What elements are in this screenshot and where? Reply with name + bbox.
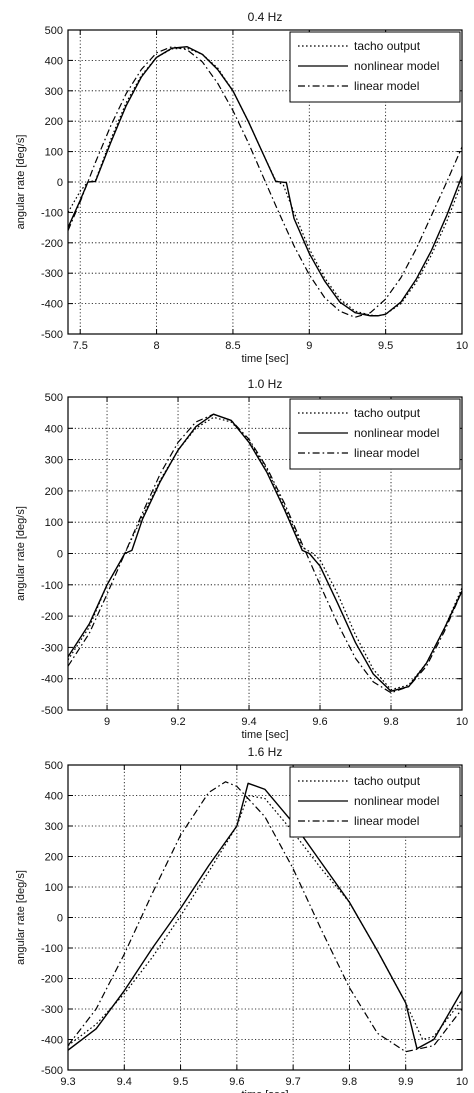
y-tick-label: 300	[45, 455, 63, 467]
y-tick-label: -200	[41, 974, 63, 986]
axes-frame	[67, 396, 463, 711]
chart-panel-3: -500 -400 -300 -200 -100 0 100 200 300 400 500 9.3 9…	[15, 745, 468, 1093]
series-line-nonlinear-model	[68, 46, 462, 317]
y-tick-label: 500	[45, 392, 63, 404]
axes-frame	[67, 29, 463, 335]
y-tick-label: -300	[41, 268, 63, 280]
x-axis-label: time [sec]	[241, 729, 288, 741]
x-tick-label: 9.9	[398, 1076, 413, 1088]
legend-label: linear model	[354, 814, 419, 828]
x-tick-label: 9.5	[173, 1076, 188, 1088]
legend-box	[289, 31, 461, 103]
y-tick-label: -200	[41, 611, 63, 623]
y-tick-label: -400	[41, 299, 63, 311]
legend-label: tacho output	[354, 406, 421, 420]
y-tick-label: 0	[57, 913, 63, 925]
x-tick-label: 8.5	[225, 340, 240, 352]
y-tick-label: 200	[45, 852, 63, 864]
y-tick-label: 500	[45, 760, 63, 772]
x-tick-label: 9.7	[285, 1076, 300, 1088]
y-tick-label: -200	[41, 238, 63, 250]
legend-box	[289, 766, 461, 838]
series-line-linear-model	[68, 781, 462, 1053]
x-tick-label: 9	[104, 716, 110, 728]
legend-label: tacho output	[354, 39, 421, 53]
y-tick-label: 400	[45, 55, 63, 67]
x-tick-label: 9.8	[383, 716, 398, 728]
x-tick-label: 9.6	[229, 1076, 244, 1088]
y-tick-label: 100	[45, 517, 63, 529]
legend-label: nonlinear model	[354, 794, 439, 808]
y-tick-label: -100	[41, 580, 63, 592]
series-line-tacho-output	[68, 416, 462, 691]
chart-title: 1.6 Hz	[248, 745, 283, 759]
x-tick-label: 10	[456, 1076, 468, 1088]
x-axis-label: time [sec]	[241, 1089, 288, 1093]
series-line-tacho-output	[68, 794, 462, 1047]
chart-panel-1: -500 -400 -300 -200 -100 0 100 200 300 400 500 7.5 8…	[15, 10, 468, 365]
x-tick-label: 10	[456, 716, 468, 728]
y-tick-label: -500	[41, 1065, 63, 1077]
y-tick-label: 0	[57, 549, 63, 561]
y-tick-label: -500	[41, 329, 63, 341]
y-tick-label: 500	[45, 25, 63, 37]
axes-frame	[67, 764, 463, 1071]
y-axis-label: angular rate [deg/s]	[15, 135, 27, 230]
x-tick-label: 7.5	[73, 340, 88, 352]
y-tick-label: -500	[41, 705, 63, 717]
y-tick-label: -300	[41, 642, 63, 654]
legend-label: linear model	[354, 79, 419, 93]
legend-box	[289, 398, 461, 470]
y-axis-label: angular rate [deg/s]	[15, 506, 27, 601]
y-tick-label: 200	[45, 486, 63, 498]
y-tick-label: -100	[41, 943, 63, 955]
y-tick-label: 100	[45, 147, 63, 159]
x-tick-label: 9.5	[378, 340, 393, 352]
y-tick-label: -100	[41, 207, 63, 219]
y-tick-label: -400	[41, 1035, 63, 1047]
y-tick-label: 400	[45, 791, 63, 803]
legend-label: linear model	[354, 446, 419, 460]
x-tick-label: 9.4	[241, 716, 256, 728]
y-tick-label: -400	[41, 674, 63, 686]
series-line-linear-model	[68, 413, 462, 694]
x-tick-label: 10	[456, 340, 468, 352]
legend-label: nonlinear model	[354, 59, 439, 73]
x-tick-label: 9.4	[117, 1076, 132, 1088]
x-tick-label: 9.3	[60, 1076, 75, 1088]
series-line-nonlinear-model	[68, 413, 462, 692]
y-tick-label: 200	[45, 116, 63, 128]
legend: tacho output nonlinear model linear model	[289, 398, 461, 470]
y-axis-label: angular rate [deg/s]	[15, 870, 27, 965]
y-tick-label: -300	[41, 1004, 63, 1016]
x-tick-label: 9.8	[342, 1076, 357, 1088]
x-tick-label: 9.6	[312, 716, 327, 728]
y-tick-label: 400	[45, 423, 63, 435]
chart-panel-2: -500 -400 -300 -200 -100 0 100 200 300 400 500 9 9.2…	[15, 377, 468, 741]
legend-label: tacho output	[354, 774, 421, 788]
x-tick-label: 8	[154, 340, 160, 352]
series-line-linear-model	[68, 46, 462, 318]
x-axis-label: time [sec]	[241, 353, 288, 365]
chart-title: 0.4 Hz	[248, 10, 283, 24]
y-tick-label: 300	[45, 821, 63, 833]
y-tick-label: 100	[45, 882, 63, 894]
x-tick-label: 9.2	[170, 716, 185, 728]
legend-label: nonlinear model	[354, 426, 439, 440]
y-tick-label: 0	[57, 177, 63, 189]
y-tick-label: 300	[45, 86, 63, 98]
chart-title: 1.0 Hz	[248, 377, 283, 391]
legend: tacho output nonlinear model linear model	[289, 766, 461, 838]
legend: tacho output nonlinear model linear model	[289, 31, 461, 103]
x-tick-label: 9	[306, 340, 312, 352]
series-line-nonlinear-model	[68, 782, 462, 1051]
